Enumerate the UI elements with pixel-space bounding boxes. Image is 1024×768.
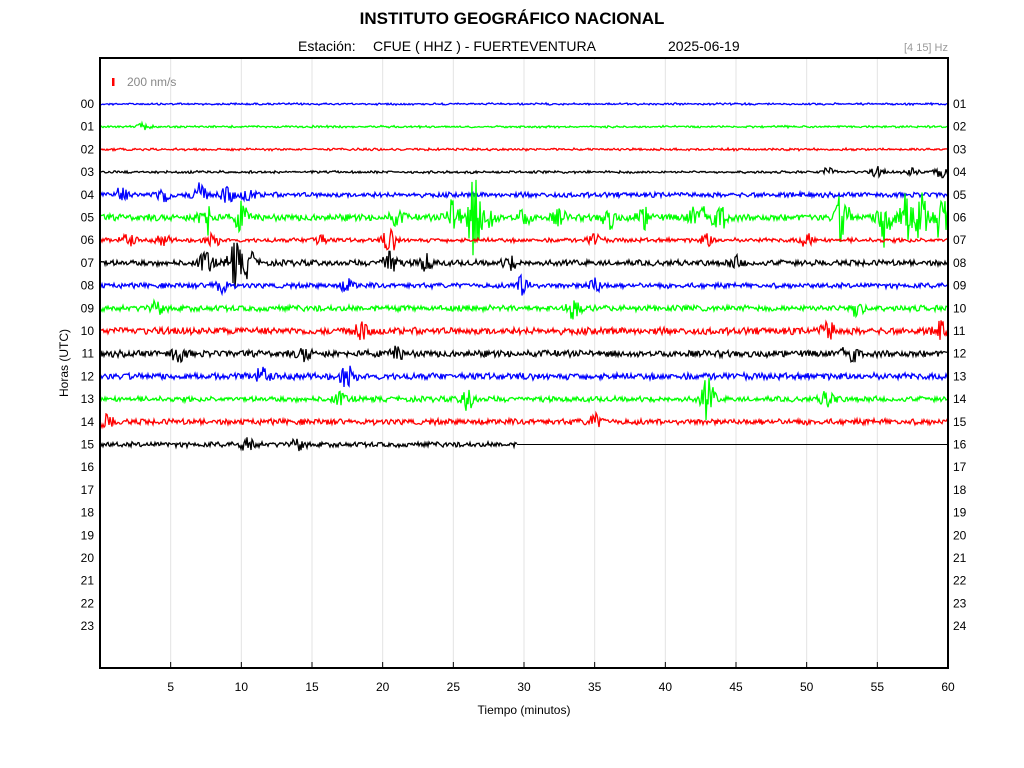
y-tick-label-left: 09 <box>81 301 95 315</box>
y-tick-label-right: 04 <box>953 165 967 179</box>
y-tick-label-left: 18 <box>81 506 95 520</box>
y-tick-label-right: 14 <box>953 392 967 406</box>
date-label: 2025-06-19 <box>668 38 740 54</box>
chart-title: INSTITUTO GEOGRÁFICO NACIONAL <box>359 9 665 28</box>
y-tick-label-left: 05 <box>81 211 95 225</box>
trace-hour-00 <box>99 101 949 107</box>
y-tick-label-right: 22 <box>953 574 967 588</box>
y-tick-label-left: 02 <box>81 142 95 156</box>
y-tick-label-left: 16 <box>81 460 95 474</box>
y-tick-label-left: 08 <box>81 279 95 293</box>
y-axis-right-ticks: 01 02 03 04 05 06 07 08 09 10 11 12 13 14 15 16 17 18 19 20… <box>953 97 967 633</box>
y-tick-label-right: 11 <box>953 324 966 338</box>
y-tick-label-left: 21 <box>81 574 95 588</box>
station-name: CFUE ( HHZ ) - FUERTEVENTURA <box>373 38 596 54</box>
y-tick-label-left: 03 <box>81 165 95 179</box>
y-tick-label-right: 13 <box>953 369 967 383</box>
y-axis-label: Horas (UTC) <box>57 329 71 397</box>
y-tick-label-left: 11 <box>82 347 95 361</box>
y-tick-label-left: 06 <box>81 233 95 247</box>
x-tick-label: 15 <box>305 680 319 694</box>
y-tick-label-left: 17 <box>81 483 95 497</box>
y-tick-label-right: 24 <box>953 619 967 633</box>
y-tick-label-right: 23 <box>953 596 967 610</box>
y-tick-label-left: 12 <box>81 369 95 383</box>
y-tick-label-right: 02 <box>953 120 967 134</box>
trace-hour-13 <box>99 378 949 421</box>
y-tick-label-left: 15 <box>81 438 95 452</box>
trace-hour-09 <box>99 298 949 320</box>
y-tick-label-right: 03 <box>953 142 967 156</box>
y-tick-label-right: 07 <box>953 233 967 247</box>
y-tick-label-left: 14 <box>81 415 95 429</box>
trace-hour-12 <box>99 365 949 388</box>
y-tick-label-left: 01 <box>81 120 95 134</box>
filter-band-label: [4 15] Hz <box>903 42 948 54</box>
y-tick-label-right: 01 <box>953 97 967 111</box>
seismic-traces <box>99 101 949 452</box>
y-tick-label-right: 15 <box>953 415 967 429</box>
y-tick-label-left: 07 <box>81 256 95 270</box>
trace-hour-04 <box>99 182 949 203</box>
trace-hour-02 <box>99 146 949 152</box>
trace-hour-01 <box>99 120 949 131</box>
x-axis-label: Tiempo (minutos) <box>478 703 571 717</box>
y-axis-left-ticks: 00 01 02 03 04 05 06 07 08 09 10 11 12 13 14 15 16 17 18 19… <box>81 97 95 633</box>
amplitude-scale-label: 200 nm/s <box>127 75 176 89</box>
trace-hour-10 <box>99 319 949 341</box>
y-tick-label-left: 10 <box>81 324 95 338</box>
y-tick-label-right: 18 <box>953 483 967 497</box>
y-tick-label-left: 19 <box>81 528 95 542</box>
y-tick-label-left: 20 <box>81 551 95 565</box>
y-tick-label-right: 12 <box>953 347 967 361</box>
trace-hour-08 <box>99 273 949 297</box>
y-tick-label-right: 20 <box>953 528 967 542</box>
x-tick-label: 35 <box>588 680 602 694</box>
x-tick-label: 50 <box>800 680 814 694</box>
x-tick-label: 5 <box>167 680 174 694</box>
x-axis-ticks: 5 10 15 20 25 30 35 40 45 50 55 60 <box>167 662 955 694</box>
x-tick-label: 25 <box>447 680 461 694</box>
y-tick-label-left: 04 <box>81 188 95 202</box>
amplitude-scale-bar <box>112 78 115 86</box>
y-tick-label-right: 21 <box>953 551 967 565</box>
trace-hour-14 <box>99 410 949 430</box>
trace-hour-05 <box>99 179 949 256</box>
y-tick-label-right: 09 <box>953 279 967 293</box>
y-tick-label-right: 19 <box>953 506 967 520</box>
y-tick-label-right: 16 <box>953 438 967 452</box>
trace-hour-15 <box>99 437 518 452</box>
y-tick-label-right: 10 <box>953 301 967 315</box>
y-tick-label-left: 00 <box>81 97 95 111</box>
station-label: Estación: <box>298 38 356 54</box>
x-tick-label: 40 <box>659 680 673 694</box>
trace-hour-06 <box>99 227 949 251</box>
x-tick-label: 20 <box>376 680 390 694</box>
trace-hour-11 <box>99 345 949 364</box>
y-tick-label-right: 17 <box>953 460 967 474</box>
y-tick-label-right: 08 <box>953 256 967 270</box>
x-tick-label: 45 <box>729 680 743 694</box>
x-tick-label: 30 <box>517 680 531 694</box>
y-tick-label-left: 13 <box>81 392 95 406</box>
y-tick-label-right: 05 <box>953 188 967 202</box>
y-tick-label-right: 06 <box>953 211 967 225</box>
x-tick-label: 60 <box>941 680 955 694</box>
x-tick-label: 10 <box>235 680 249 694</box>
trace-hour-03 <box>99 166 949 179</box>
trace-hour-07 <box>99 242 949 288</box>
y-tick-label-left: 23 <box>81 619 95 633</box>
y-tick-label-left: 22 <box>81 596 95 610</box>
x-tick-label: 55 <box>871 680 885 694</box>
